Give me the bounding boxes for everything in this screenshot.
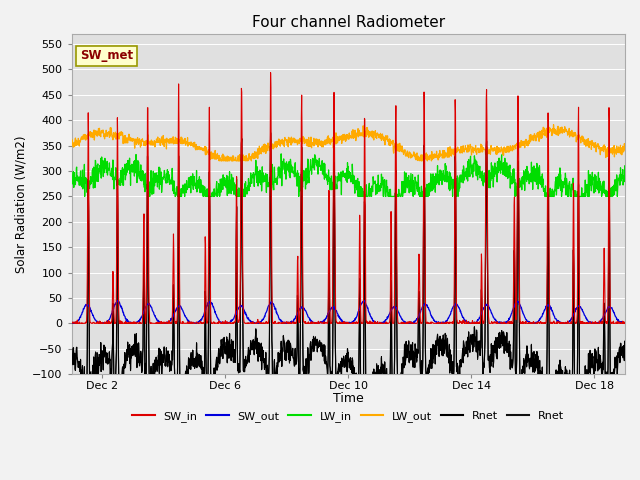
Text: SW_met: SW_met <box>80 49 133 62</box>
Title: Four channel Radiometer: Four channel Radiometer <box>252 15 445 30</box>
X-axis label: Time: Time <box>333 393 364 406</box>
Y-axis label: Solar Radiation (W/m2): Solar Radiation (W/m2) <box>15 135 28 273</box>
Legend: SW_in, SW_out, LW_in, LW_out, Rnet, Rnet: SW_in, SW_out, LW_in, LW_out, Rnet, Rnet <box>128 407 568 426</box>
